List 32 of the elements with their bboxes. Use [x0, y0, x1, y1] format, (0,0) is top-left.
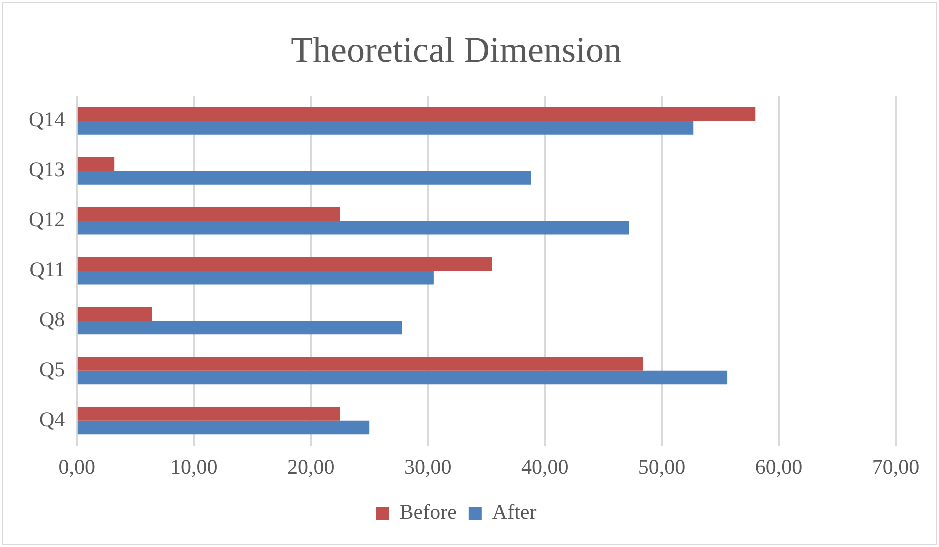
x-tick-label: 50,00 — [638, 454, 686, 479]
bar — [78, 121, 694, 135]
y-tick-label: Q12 — [28, 208, 66, 232]
chart-title: Theoretical Dimension — [291, 30, 622, 70]
bar — [78, 157, 115, 172]
legend-label: After — [492, 500, 537, 524]
x-tick-label: 30,00 — [404, 454, 452, 479]
bar — [78, 320, 402, 335]
bar — [78, 171, 532, 185]
bar — [78, 357, 644, 371]
bar — [78, 257, 492, 271]
x-tick-label: 60,00 — [755, 454, 803, 479]
x-tick-label: 40,00 — [521, 454, 569, 479]
bar — [78, 407, 340, 421]
bar — [78, 370, 728, 385]
y-tick-label: Q11 — [30, 258, 66, 282]
y-tick-label: Q14 — [28, 108, 66, 132]
bar — [78, 221, 630, 235]
y-tick-label: Q5 — [39, 357, 66, 382]
x-tick-label: 10,00 — [170, 454, 218, 479]
bar — [78, 420, 370, 435]
x-tick-label: 70,00 — [872, 454, 920, 479]
x-tick-label: 0,00 — [58, 454, 96, 479]
legend-label: Before — [400, 500, 457, 524]
bar — [78, 307, 152, 321]
bar — [78, 271, 434, 285]
x-tick-label: 20,00 — [287, 454, 335, 479]
y-tick-label: Q4 — [39, 407, 66, 432]
y-tick-label: Q13 — [28, 158, 66, 182]
bar — [78, 207, 340, 222]
y-tick-label: Q8 — [39, 307, 66, 332]
bar — [78, 107, 756, 122]
